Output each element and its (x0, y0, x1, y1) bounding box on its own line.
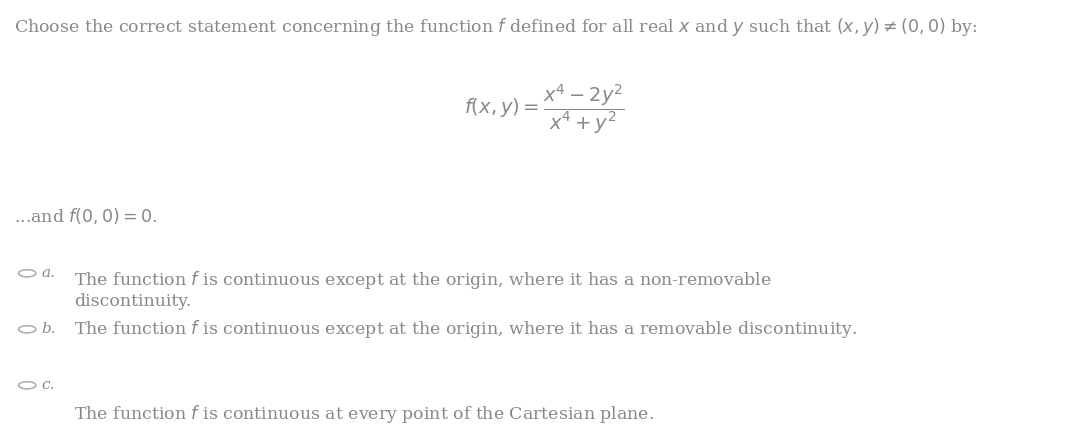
Text: Choose the correct statement concerning the function $f$ defined for all real $x: Choose the correct statement concerning … (14, 16, 978, 38)
Text: c.: c. (41, 378, 54, 392)
Text: discontinuity.: discontinuity. (74, 293, 191, 310)
Text: a.: a. (41, 266, 55, 280)
Text: ...and $f(0, 0) = 0$.: ...and $f(0, 0) = 0$. (14, 206, 158, 226)
Text: $f(x, y) = \dfrac{x^4 - 2y^2}{x^4 + y^2}$: $f(x, y) = \dfrac{x^4 - 2y^2}{x^4 + y^2}… (463, 83, 625, 137)
Text: b.: b. (41, 322, 55, 336)
Text: The function $f$ is continuous except at the origin, where it has a non-removabl: The function $f$ is continuous except at… (74, 269, 771, 291)
Text: The function $f$ is continuous at every point of the Cartesian plane.: The function $f$ is continuous at every … (74, 403, 654, 425)
Text: The function $f$ is continuous except at the origin, where it has a removable di: The function $f$ is continuous except at… (74, 318, 857, 340)
